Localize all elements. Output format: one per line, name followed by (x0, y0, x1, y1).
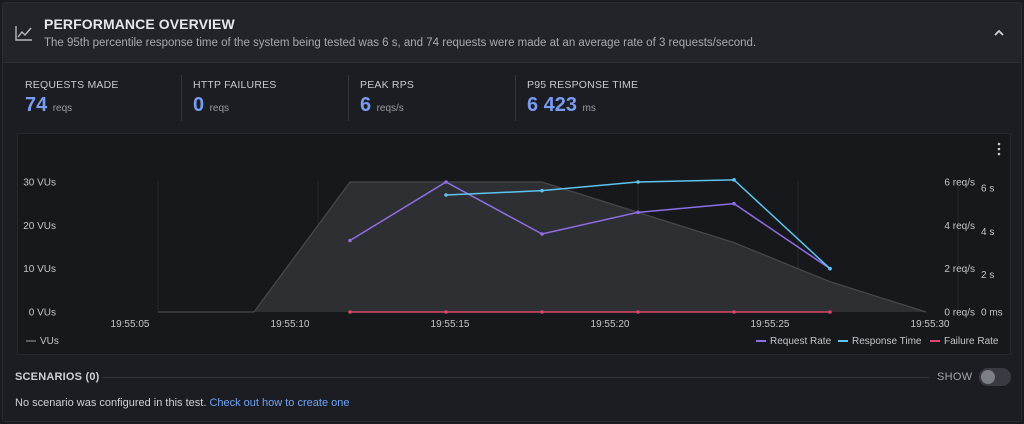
stat-label: REQUESTS MADE (25, 79, 119, 91)
y-axis-time-tick-label: 2 s (981, 270, 994, 281)
toggle-knob (981, 370, 995, 384)
data-point (732, 310, 736, 314)
data-point (732, 201, 736, 206)
stat-peak-rps: PEAK RPS 6 reqs/s (360, 79, 414, 123)
y-axis-rate-tick-label: 6 req/s (944, 178, 975, 189)
create-scenario-link[interactable]: Check out how to create one (209, 397, 350, 409)
stat-unit: reqs (209, 103, 230, 114)
data-point (732, 178, 736, 182)
vus-line (158, 181, 927, 313)
show-toggle-label: SHOW (937, 371, 973, 383)
stat-value: 6 (360, 94, 372, 116)
kebab-menu-icon[interactable] (995, 142, 1003, 156)
divider (515, 75, 516, 121)
data-point (540, 188, 544, 193)
panel-title: PERFORMANCE OVERVIEW (44, 16, 235, 32)
legend-label: Request Rate (770, 336, 832, 347)
divider (103, 377, 929, 378)
stat-label: P95 RESPONSE TIME (527, 79, 639, 91)
panel-header[interactable]: PERFORMANCE OVERVIEW The 95th percentile… (3, 3, 1021, 63)
y-axis-left-tick-label: 30 VUs (23, 178, 56, 189)
legend-item-failure-rate[interactable]: Failure Rate (930, 336, 998, 347)
legend-swatch (930, 340, 940, 343)
data-point (828, 266, 832, 271)
data-point (348, 238, 352, 243)
legend-swatch (26, 340, 36, 343)
stat-p95-response-time: P95 RESPONSE TIME 6 423 ms (527, 79, 638, 123)
legend-item-vus[interactable]: VUs (26, 336, 59, 347)
y-axis-time-tick-label: 6 s (981, 184, 994, 195)
data-point (636, 310, 640, 314)
legend-swatch (756, 340, 766, 343)
stat-http-failures: HTTP FAILURES 0 reqs (193, 79, 277, 123)
x-axis-tick-label: 19:55:25 (751, 319, 790, 330)
legend-label: Response Time (852, 336, 922, 347)
chevron-up-icon[interactable] (991, 25, 1007, 41)
x-axis-tick-label: 19:55:10 (271, 319, 310, 330)
stat-label: HTTP FAILURES (193, 79, 277, 91)
stat-unit: reqs/s (376, 103, 404, 114)
no-scenario-text: No scenario was configured in this test. (15, 397, 207, 409)
stat-value: 74 (25, 94, 48, 116)
chart-canvas: 0 VUs 10 VUs 20 VUs 30 VUs 0 req/s 2 req/s 4 r… (23, 178, 1003, 331)
divider (181, 75, 182, 121)
data-point (348, 310, 352, 314)
legend-item-request-rate[interactable]: Request Rate (756, 336, 831, 347)
show-scenarios-toggle[interactable] (979, 368, 1011, 386)
data-point (636, 210, 640, 215)
data-point (444, 180, 448, 184)
x-axis-tick-label: 19:55:20 (591, 319, 630, 330)
x-axis-tick-label: 19:55:15 (431, 319, 470, 330)
stat-value: 6 423 (527, 94, 578, 116)
y-axis-time-tick-label: 0 ms (981, 308, 1003, 319)
performance-chart[interactable]: 0 VUs 10 VUs 20 VUs 30 VUs 0 req/s 2 req/s 4 r… (17, 133, 1011, 355)
legend-item-response-time[interactable]: Response Time (838, 336, 921, 347)
no-scenario-message: No scenario was configured in this test.… (15, 397, 349, 409)
line-chart-icon (15, 26, 32, 41)
data-point (444, 193, 448, 197)
legend-label: VUs (40, 336, 59, 347)
y-axis-rate-tick-label: 0 req/s (944, 308, 975, 319)
data-point (540, 310, 544, 314)
y-axis-left-tick-label: 20 VUs (23, 221, 56, 232)
request-rate-line (349, 181, 831, 270)
y-axis-left-tick-label: 0 VUs (29, 308, 56, 319)
panel-description: The 95th percentile response time of the… (44, 37, 757, 49)
vus-area (158, 182, 926, 312)
legend-swatch (838, 340, 848, 343)
data-point (828, 310, 832, 314)
stat-unit: reqs (52, 103, 73, 114)
legend-label: Failure Rate (944, 336, 999, 347)
divider (348, 75, 349, 121)
data-point (636, 180, 640, 184)
y-axis-rate-tick-label: 4 req/s (944, 221, 975, 232)
y-axis-left-tick-label: 10 VUs (23, 264, 56, 275)
stat-label: PEAK RPS (360, 79, 415, 91)
y-axis-rate-tick-label: 2 req/s (944, 264, 975, 275)
data-point (540, 232, 544, 236)
scenarios-heading: SCENARIOS (0) (15, 371, 100, 383)
stat-value: 0 (193, 94, 205, 116)
x-axis-tick-label: 19:55:05 (111, 319, 150, 330)
data-point (444, 310, 448, 314)
y-axis-time-tick-label: 4 s (981, 227, 994, 238)
stat-requests-made: REQUESTS MADE 74 reqs (25, 79, 119, 123)
x-axis-tick-label: 19:55:30 (911, 319, 950, 330)
stat-unit: ms (582, 103, 596, 114)
